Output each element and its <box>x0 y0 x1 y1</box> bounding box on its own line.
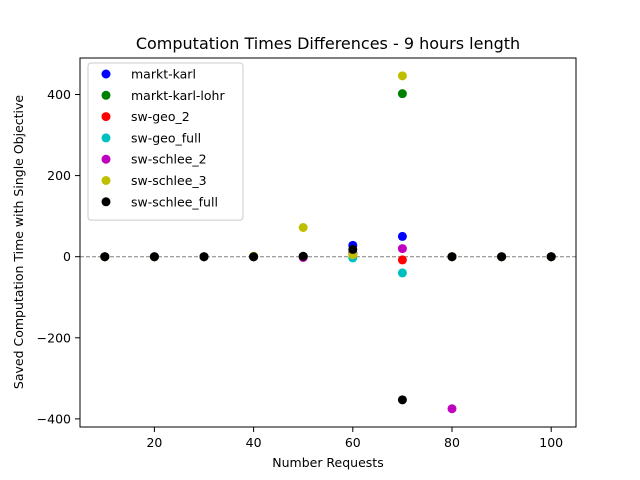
y-axis-ticks: −400 −200 0 200 400 <box>37 87 80 426</box>
legend-marker <box>101 154 111 164</box>
data-point <box>397 244 407 254</box>
legend-marker <box>101 133 111 143</box>
legend-marker <box>101 69 111 79</box>
data-point <box>447 252 457 262</box>
x-axis-label: Number Requests <box>272 455 383 470</box>
data-point <box>397 231 407 241</box>
x-axis-ticks: 20 40 60 80 100 <box>146 427 563 450</box>
data-point <box>397 268 407 278</box>
legend-marker <box>101 176 111 185</box>
legend-entry: markt-karl <box>101 67 196 82</box>
data-point <box>546 252 556 262</box>
y-tick-label: 200 <box>47 168 71 183</box>
x-tick-label: 80 <box>444 435 460 450</box>
data-point <box>397 255 407 265</box>
legend-box <box>87 62 244 221</box>
legend-label: sw-geo_2 <box>131 109 190 124</box>
y-tick-label: 0 <box>63 249 71 264</box>
y-tick-label: −200 <box>37 330 71 345</box>
data-point <box>397 395 407 405</box>
data-point <box>397 89 407 99</box>
x-tick-label: 20 <box>146 435 162 450</box>
data-points-layer <box>100 71 556 414</box>
legend-label: sw-schlee_2 <box>131 152 207 167</box>
data-point <box>497 252 507 262</box>
data-point <box>298 251 308 261</box>
data-point <box>348 244 358 254</box>
data-point <box>199 252 209 262</box>
legend-label: sw-schlee_full <box>131 194 218 209</box>
chart-title: Computation Times Differences - 9 hours … <box>136 34 520 53</box>
legend-entry: sw-geo_full <box>101 130 201 145</box>
plot-frame <box>79 57 577 428</box>
data-point <box>298 222 308 232</box>
x-tick-label: 40 <box>246 435 262 450</box>
data-point <box>397 71 407 81</box>
legend-entry: sw-geo_2 <box>101 109 190 124</box>
series-sw-schlee_full <box>100 244 556 405</box>
legend-label: markt-karl-lohr <box>131 88 225 103</box>
legend-entry: sw-schlee_2 <box>101 152 207 167</box>
data-point <box>100 252 110 262</box>
y-tick-label: −400 <box>37 411 71 426</box>
legend-marker <box>101 90 111 100</box>
x-tick-label: 100 <box>539 435 563 450</box>
data-point <box>447 404 457 414</box>
legend-label: sw-schlee_3 <box>131 173 207 188</box>
legend-marker <box>101 197 111 207</box>
legend-marker <box>101 112 111 122</box>
y-tick-label: 400 <box>47 87 71 102</box>
data-point <box>149 252 159 262</box>
legend-entry: markt-karl-lohr <box>101 88 225 103</box>
legend: markt-karl markt-karl-lohr sw-geo_2 sw-geo_… <box>87 62 244 221</box>
y-axis-label: Saved Computation Time with Single Objec… <box>11 95 26 390</box>
legend-entry: sw-schlee_full <box>101 194 218 209</box>
x-tick-label: 60 <box>345 435 361 450</box>
legend-label: sw-geo_full <box>131 130 201 145</box>
legend-entry: sw-schlee_3 <box>101 173 207 188</box>
data-point <box>249 252 259 262</box>
legend-label: markt-karl <box>131 67 196 82</box>
